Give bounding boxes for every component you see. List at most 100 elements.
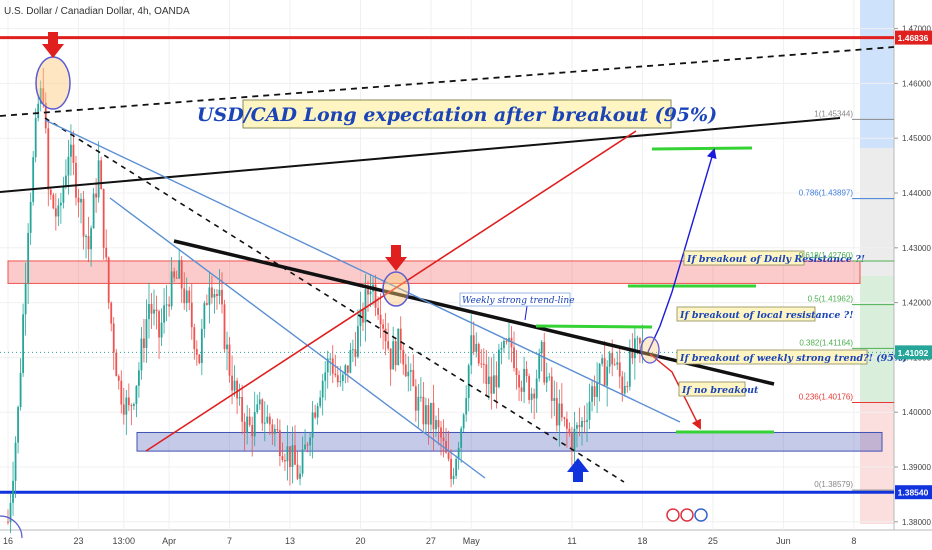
candle-body <box>82 198 85 237</box>
candle-body <box>37 103 40 119</box>
candle-body <box>628 349 631 387</box>
x-tick-label: 23 <box>73 536 83 546</box>
candle-body <box>281 456 284 461</box>
x-tick-label: 7 <box>227 536 232 546</box>
annotation-local-resistance: If breakout of local resistance ?! <box>679 310 853 321</box>
candle-body <box>256 404 259 413</box>
candle-body <box>417 396 420 411</box>
candle-body <box>9 502 12 523</box>
time-axis: 16 23 13:00 Apr 7 13 20 27 May 11 18 25 Jun 8 <box>3 536 856 546</box>
candle-body <box>231 375 233 391</box>
candle-body <box>273 429 276 434</box>
candle-body <box>49 189 52 195</box>
candle-body <box>233 380 236 391</box>
candle-body <box>218 289 221 297</box>
candle-body <box>374 284 377 308</box>
candle-body <box>455 459 458 476</box>
candle-body <box>357 326 359 357</box>
candle-body <box>304 444 306 450</box>
price-label-text: 1.38540 <box>898 488 929 498</box>
candle-body <box>208 287 211 305</box>
candle-body <box>475 343 478 352</box>
candle-body <box>550 376 553 401</box>
candle-body <box>364 289 367 323</box>
zones <box>7 260 883 452</box>
candle-body <box>261 399 264 424</box>
candle-body <box>243 421 246 433</box>
candle-body <box>226 344 228 350</box>
candle-body <box>77 197 80 203</box>
candle-body <box>412 370 415 387</box>
candle-body <box>525 368 528 377</box>
candle-body <box>425 405 427 425</box>
candle-body <box>122 404 125 415</box>
candle-body <box>65 175 67 187</box>
candle-body <box>42 88 45 103</box>
y-tick-label: 1.45000 <box>902 134 931 143</box>
candle-body <box>432 402 435 430</box>
candle-body <box>450 458 452 479</box>
candle-body <box>248 416 251 426</box>
fib-level-label: 1(1.45344) <box>814 109 853 118</box>
candle-body <box>558 403 561 426</box>
candle-body <box>165 304 168 306</box>
candle-body <box>19 372 22 408</box>
middle-highlight-circle <box>382 271 410 307</box>
candle-body <box>447 452 450 459</box>
candle-body <box>427 405 430 425</box>
candle-body <box>638 338 641 344</box>
candle-body <box>384 328 387 342</box>
candle-body <box>271 424 274 434</box>
candle-body <box>44 102 47 129</box>
fib-strip-gray <box>860 148 894 276</box>
green-target-line-3 <box>535 324 653 329</box>
candle-body <box>482 363 485 365</box>
candle-body <box>205 303 208 305</box>
candle-body <box>47 128 50 190</box>
candle-body <box>120 380 123 405</box>
candle-body <box>203 303 206 329</box>
candle-body <box>442 437 445 441</box>
candle-body <box>150 303 153 314</box>
candle-body <box>223 304 226 350</box>
candle-body <box>523 368 525 392</box>
candle-body <box>178 260 181 279</box>
candle-body <box>435 420 437 430</box>
candle-body <box>389 348 392 370</box>
events-icon[interactable] <box>666 508 708 522</box>
down-arrow-icon <box>385 245 407 271</box>
dashed-descending-trendline <box>44 117 625 483</box>
candle-body <box>528 376 531 400</box>
y-tick-label: 1.40000 <box>902 408 931 417</box>
candle-body <box>467 365 470 399</box>
candle-body <box>419 396 422 398</box>
candle-body <box>27 232 30 284</box>
candle-body <box>100 160 103 189</box>
candle-body <box>354 349 357 357</box>
candle-body <box>608 353 611 367</box>
candle-body <box>331 358 334 374</box>
candle-body <box>399 328 402 350</box>
candle-body <box>132 403 135 406</box>
candle-body <box>480 363 483 365</box>
candle-body <box>351 349 354 351</box>
candle-body <box>52 194 55 209</box>
y-tick-label: 1.47000 <box>902 25 931 34</box>
x-tick-label: 16 <box>3 536 13 546</box>
candle-body <box>324 372 327 381</box>
candle-body <box>211 287 213 298</box>
candle-body <box>236 380 238 399</box>
fib-level-label: 0.618(1.42760) <box>799 251 854 260</box>
candle-body <box>503 340 505 349</box>
candle-body <box>392 341 395 370</box>
candle-body <box>195 349 198 355</box>
candle-body <box>107 257 110 303</box>
symbol-header: U.S. Dollar / Canadian Dollar, 4h, OANDA <box>4 6 190 17</box>
candle-body <box>505 340 508 343</box>
candle-body <box>367 289 369 295</box>
candle-body <box>110 302 113 324</box>
candle-body <box>39 88 42 104</box>
candle-body <box>185 290 188 304</box>
candle-body <box>14 442 17 481</box>
